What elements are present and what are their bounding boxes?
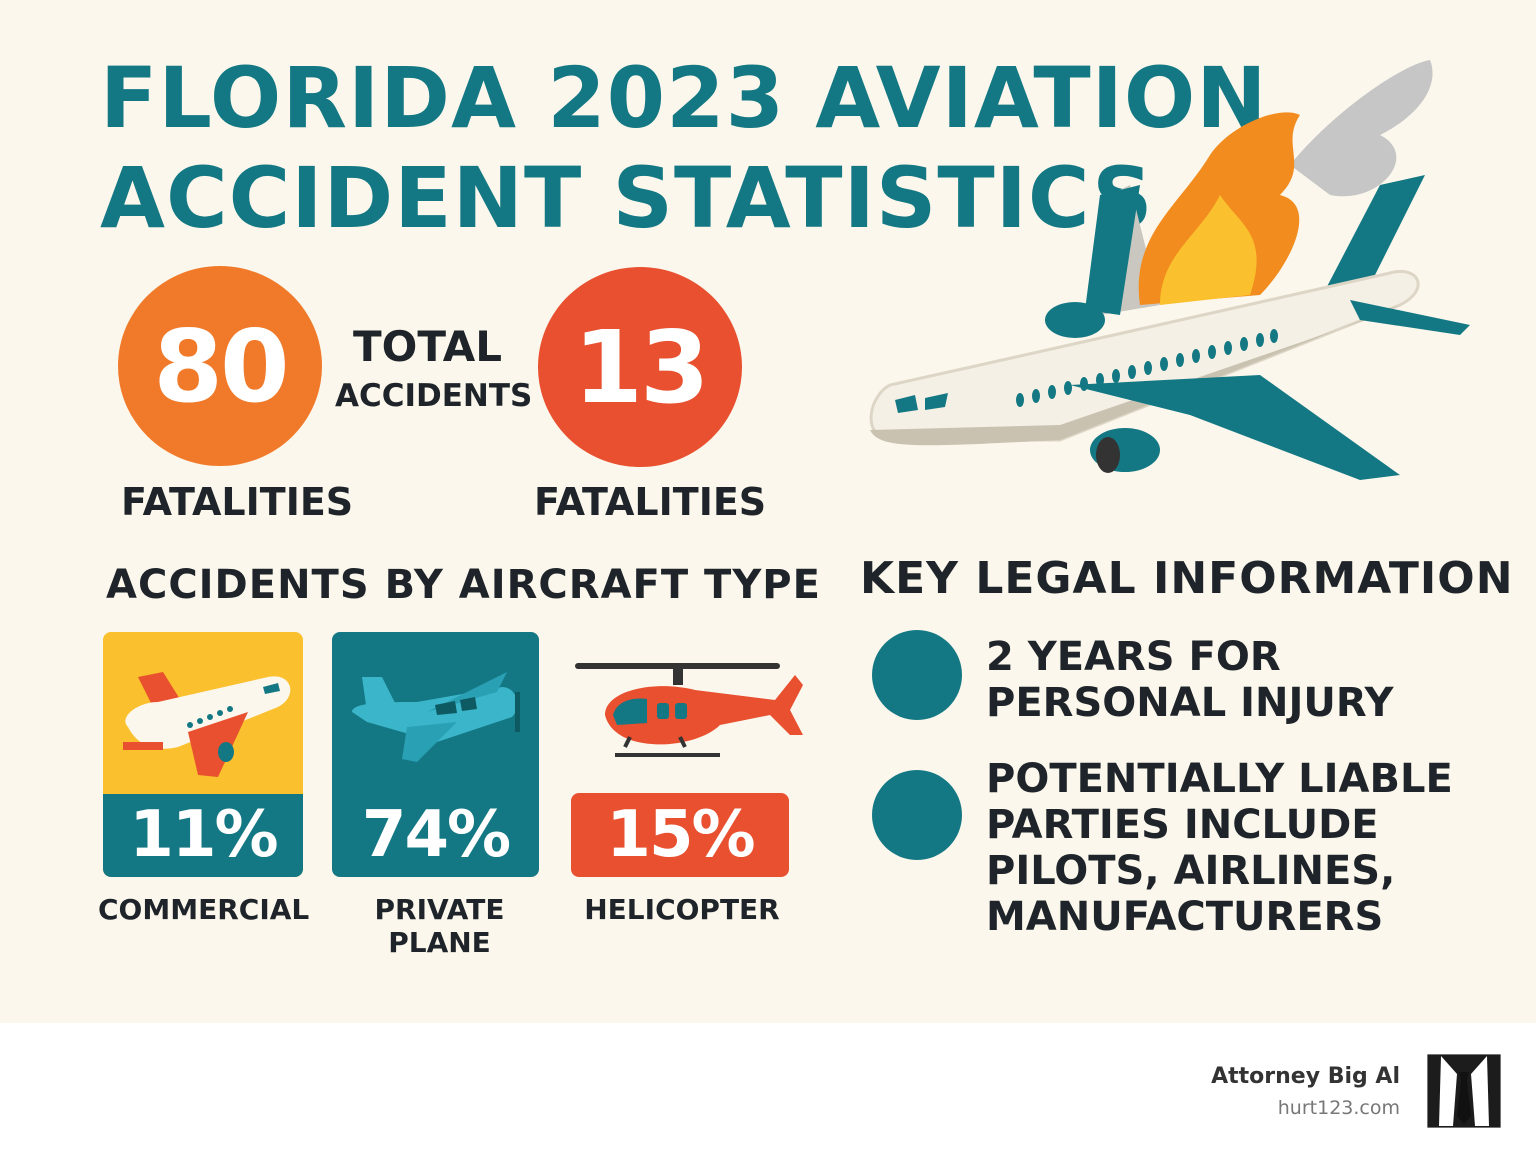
commercial-percent: 11% xyxy=(103,794,303,877)
accidents-label: ACCIDENTS xyxy=(335,378,533,414)
private-plane-percent: 74% xyxy=(361,798,511,872)
title-line-1: FLORIDA 2023 AVIATION xyxy=(100,49,1268,147)
legal-item-liable-parties: POTENTIALLY LIABLE PARTIES INCLUDE PILOT… xyxy=(986,756,1453,940)
helicopter-label: HELICOPTER xyxy=(584,893,780,926)
private-plane-label: PRIVATE PLANE xyxy=(374,893,505,959)
page-title: FLORIDA 2023 AVIATION ACCIDENT STATISTIC… xyxy=(100,48,1268,248)
airliner-icon xyxy=(123,672,291,777)
bullet-icon xyxy=(872,770,962,860)
brand-name: Attorney Big Al xyxy=(1211,1064,1400,1089)
fatalities-caption-1: FATALITIES xyxy=(121,480,354,524)
legal-item-statute: 2 YEARS FOR PERSONAL INJURY xyxy=(986,634,1393,726)
helicopter-icon xyxy=(575,663,803,757)
legal-line: 2 YEARS FOR xyxy=(986,634,1281,680)
commercial-card: 11% xyxy=(103,632,303,877)
suit-tie-icon xyxy=(1427,1054,1501,1128)
bullet-icon xyxy=(872,630,962,720)
legal-line: PERSONAL INJURY xyxy=(986,680,1394,726)
fatalities-caption-2: FATALITIES xyxy=(534,480,767,524)
title-line-2: ACCIDENT STATISTICS xyxy=(100,149,1154,247)
infographic: FLORIDA 2023 AVIATION ACCIDENT STATISTIC… xyxy=(0,0,1536,1023)
helicopter-card: 15% xyxy=(571,793,789,877)
helicopter-percent: 15% xyxy=(606,798,755,872)
burning-plane-icon xyxy=(869,60,1470,480)
total-accidents-circle: 80 xyxy=(118,266,322,466)
legal-line: MANUFACTURERS xyxy=(986,894,1384,940)
legal-heading: KEY LEGAL INFORMATION xyxy=(860,553,1514,604)
legal-line: POTENTIALLY LIABLE xyxy=(986,756,1453,802)
footer-brand: Attorney Big Al hurt123.com xyxy=(1150,1064,1400,1119)
total-label: TOTAL xyxy=(353,322,503,371)
fatalities-circle: 13 xyxy=(538,267,742,467)
legal-line: PARTIES INCLUDE xyxy=(986,802,1379,848)
total-accidents-value: 80 xyxy=(153,307,289,425)
aircraft-section-heading: ACCIDENTS BY AIRCRAFT TYPE xyxy=(106,562,821,608)
legal-line: PILOTS, AIRLINES, xyxy=(986,848,1396,894)
brand-url[interactable]: hurt123.com xyxy=(1277,1097,1400,1119)
commercial-label: COMMERCIAL xyxy=(98,893,310,926)
private-plane-card: 74% xyxy=(332,632,539,877)
fatalities-value: 13 xyxy=(573,308,709,426)
small-plane-icon xyxy=(352,672,520,762)
